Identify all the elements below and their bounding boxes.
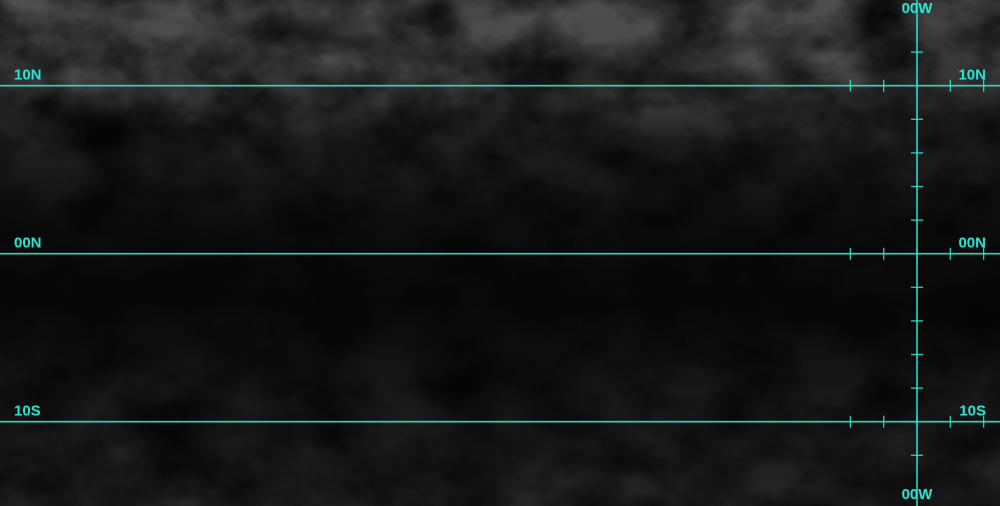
svg-text:00N: 00N: [14, 235, 42, 252]
svg-text:10S: 10S: [959, 403, 986, 420]
svg-text:00W: 00W: [902, 0, 934, 17]
svg-text:00N: 00N: [958, 235, 986, 252]
svg-text:10S: 10S: [14, 403, 41, 420]
svg-text:00W: 00W: [902, 486, 934, 503]
svg-text:10N: 10N: [14, 67, 42, 84]
svg-text:10N: 10N: [958, 67, 986, 84]
